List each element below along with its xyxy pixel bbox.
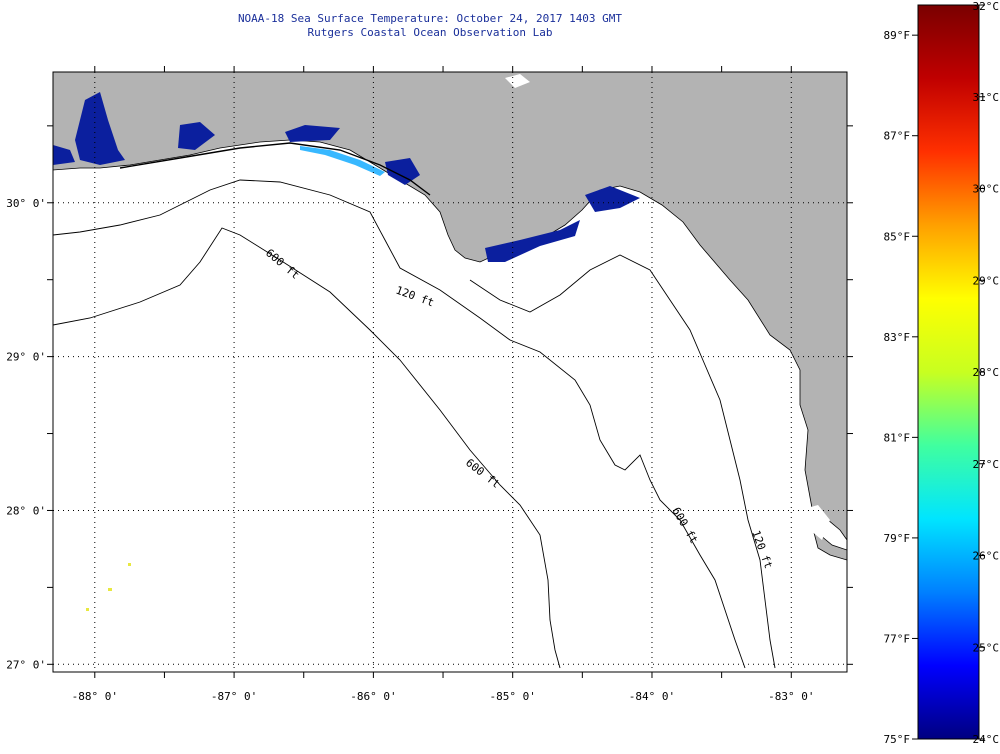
latitude-labels: 30° 0' 29° 0' 28° 0' 27° 0' xyxy=(6,197,46,672)
celsius-label: 25°C xyxy=(973,641,1000,654)
fahrenheit-label: 85°F xyxy=(884,230,911,243)
colorbar-gradient xyxy=(917,4,980,740)
fahrenheit-label: 81°F xyxy=(884,431,911,444)
fahrenheit-label: 77°F xyxy=(884,632,911,645)
graticule xyxy=(53,72,847,672)
lon-label: -84° 0' xyxy=(629,690,675,703)
celsius-label: 24°C xyxy=(973,733,1000,746)
lon-label: -86° 0' xyxy=(350,690,396,703)
warm-pixel xyxy=(86,608,89,611)
lat-label: 27° 0' xyxy=(6,658,46,671)
map-title: NOAA-18 Sea Surface Temperature: October… xyxy=(237,12,623,25)
inland-lake xyxy=(505,74,530,88)
lon-label: -83° 0' xyxy=(768,690,814,703)
fahrenheit-label: 89°F xyxy=(884,29,911,42)
cold-patch-apalachicola xyxy=(485,220,580,262)
fahrenheit-label: 79°F xyxy=(884,532,911,545)
lat-label: 29° 0' xyxy=(6,351,46,364)
sst-map: 120 ft 600 ft 600 ft 600 ft 120 ft -88° … xyxy=(6,66,853,703)
warm-pixel xyxy=(108,588,112,591)
cold-patch-west-coast xyxy=(53,145,75,165)
map-frame xyxy=(52,71,848,673)
lon-label: -88° 0' xyxy=(72,690,118,703)
cold-patch-panama xyxy=(385,158,420,185)
lat-label: 30° 0' xyxy=(6,197,46,210)
contour-inner-shelf xyxy=(469,254,776,669)
colorbar: 32°C 31°C 30°C 29°C 28°C 27°C 26°C 25°C 24°C 89°F… xyxy=(884,0,1000,746)
contour-120ft xyxy=(52,179,746,669)
coastline xyxy=(119,142,431,196)
fahrenheit-label: 87°F xyxy=(884,130,911,143)
fahrenheit-label: 83°F xyxy=(884,331,911,344)
axis-ticks xyxy=(47,66,853,678)
longitude-labels: -88° 0' -87° 0' -86° 0' -85° 0' -84° 0' -83° … xyxy=(72,690,815,703)
celsius-label: 26°C xyxy=(973,550,1000,563)
celsius-label: 30°C xyxy=(973,183,1000,196)
fahrenheit-label: 75°F xyxy=(884,733,911,746)
lat-label: 28° 0' xyxy=(6,504,46,517)
cold-patch-pensacola xyxy=(178,122,215,150)
map-subtitle: Rutgers Coastal Ocean Observation Lab xyxy=(307,26,553,39)
celsius-label: 31°C xyxy=(973,91,1000,104)
colorbar-ticks: 32°C 31°C 30°C 29°C 28°C 27°C 26°C 25°C 24°C 89°F… xyxy=(884,0,1000,746)
lon-label: -87° 0' xyxy=(211,690,257,703)
celsius-label: 29°C xyxy=(973,274,1000,287)
cold-patch-mobile-bay xyxy=(75,92,125,165)
contour-600ft xyxy=(52,227,561,669)
celsius-label: 32°C xyxy=(973,0,1000,13)
warm-fringe xyxy=(300,146,385,176)
celsius-label: 28°C xyxy=(973,366,1000,379)
tampa-bay xyxy=(800,505,830,540)
celsius-label: 27°C xyxy=(973,458,1000,471)
lon-label: -85° 0' xyxy=(490,690,536,703)
cold-patch-choctaw xyxy=(285,125,340,142)
warm-pixel xyxy=(128,563,131,566)
cold-patch-bigbend xyxy=(585,186,640,212)
